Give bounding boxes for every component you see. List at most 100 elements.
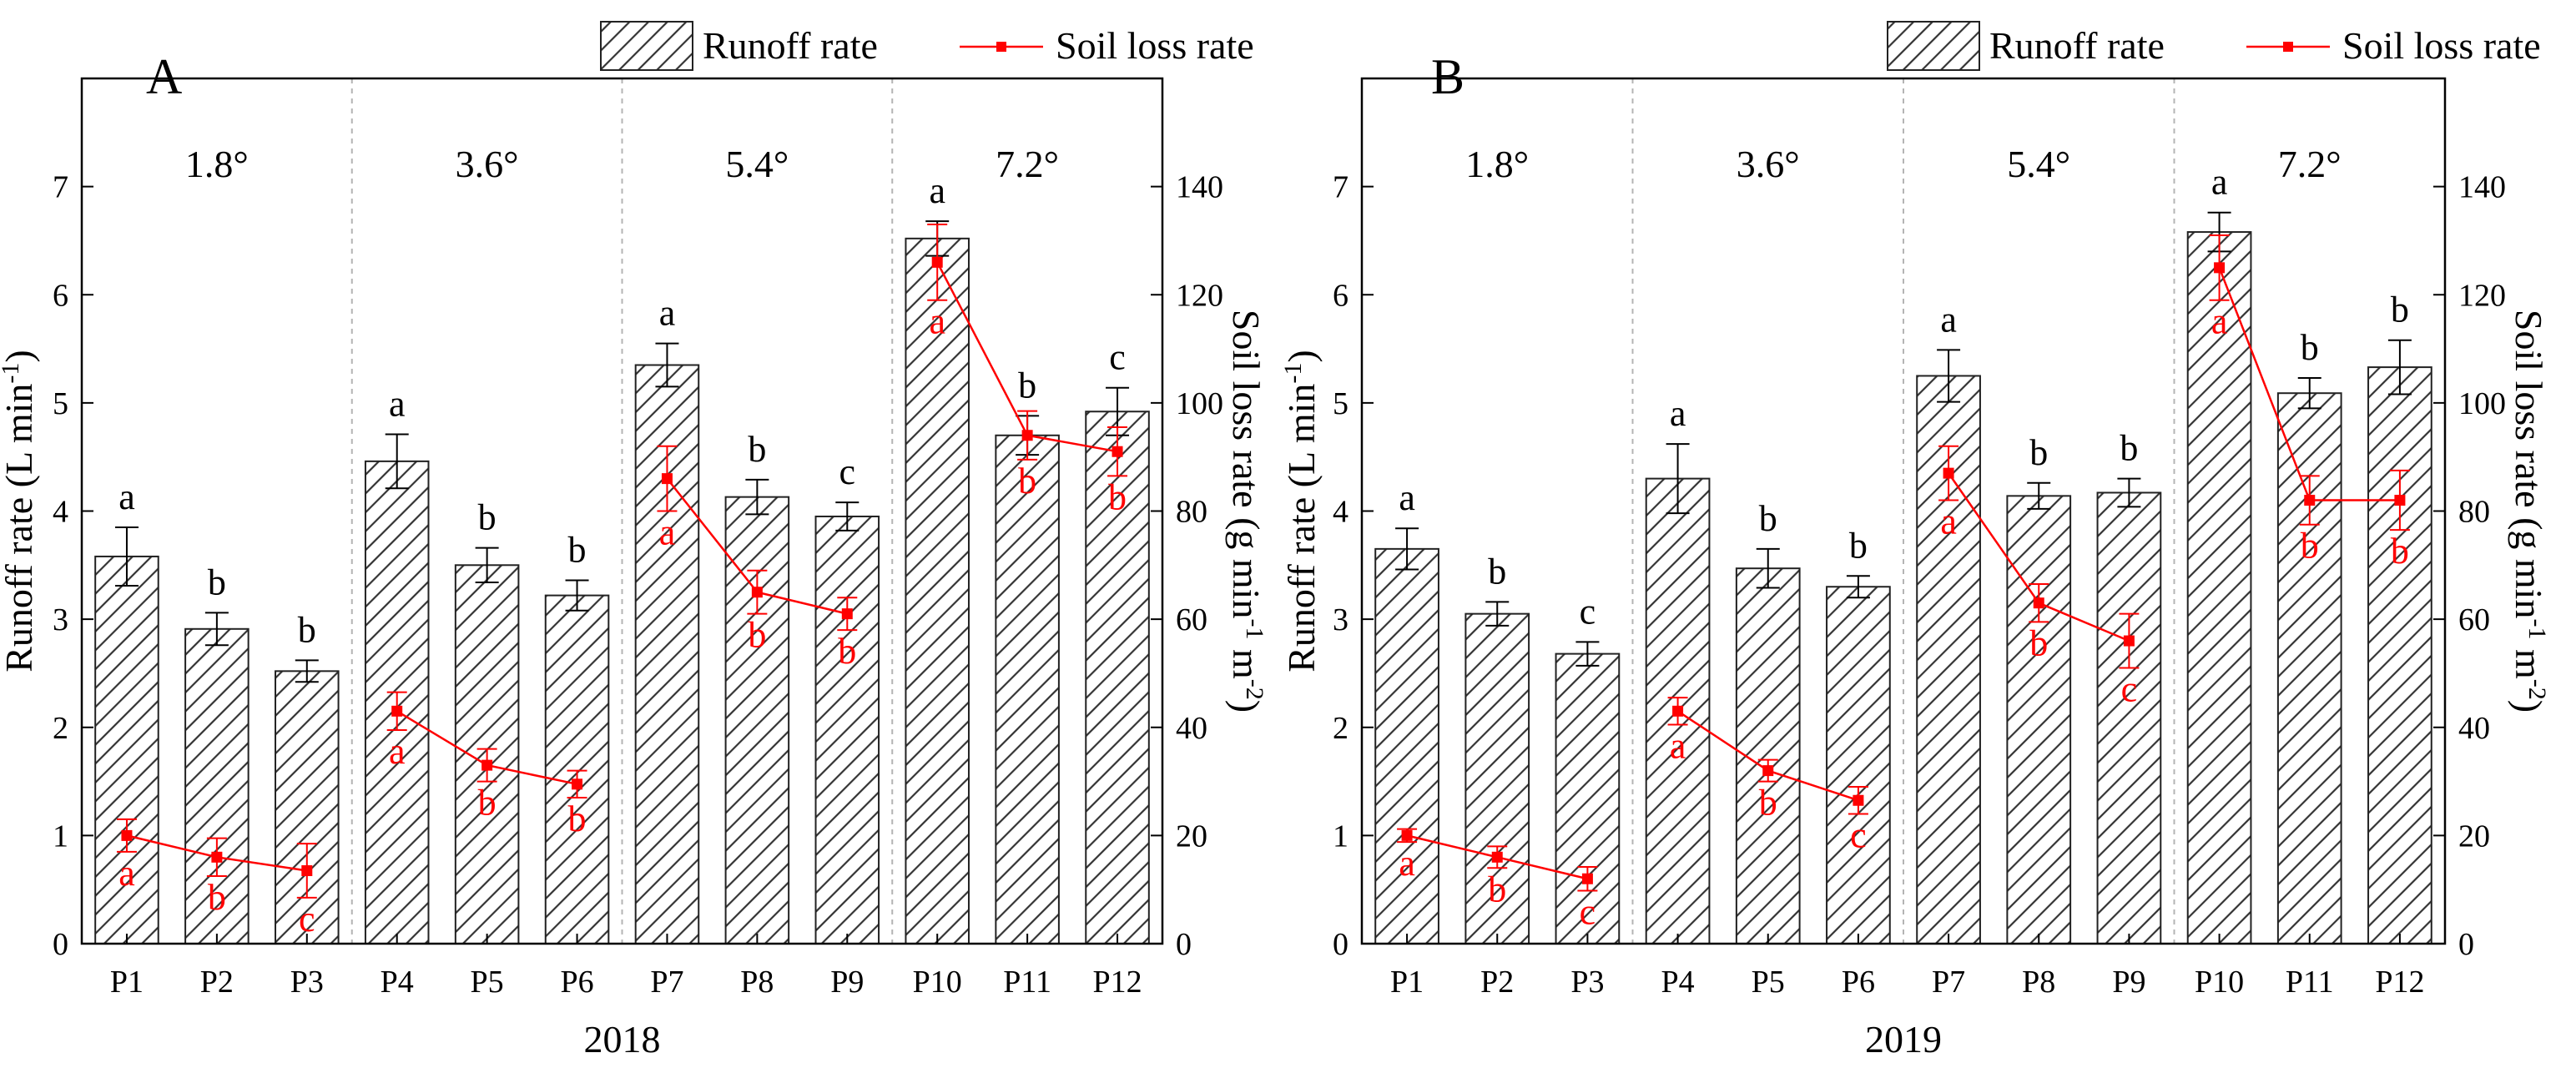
runoff-sig-letter: b bbox=[1488, 551, 1506, 592]
legend-soil-label: Soil loss rate bbox=[1056, 24, 1254, 67]
year-label: 2018 bbox=[584, 1018, 661, 1060]
soil-point bbox=[301, 865, 313, 877]
runoff-sig-letter: a bbox=[118, 476, 135, 517]
soil-point bbox=[1853, 794, 1864, 806]
x-tick-label: P4 bbox=[1661, 965, 1695, 1000]
soil-point bbox=[2033, 597, 2044, 609]
soil-sig-letter: c bbox=[299, 899, 315, 940]
soil-point bbox=[841, 608, 853, 620]
soil-point bbox=[1401, 829, 1413, 841]
panel-B: Runoff rate Soil loss rate B1.8° 3.6° 5.4° 7.… bbox=[1279, 21, 2552, 1060]
y-left-tick-label: 1 bbox=[53, 819, 68, 854]
x-tick-label: P2 bbox=[200, 965, 234, 1000]
y-left-tick-label: 7 bbox=[1333, 170, 1348, 205]
slope-label: 1.8° bbox=[1465, 143, 1529, 185]
x-tick-label: P10 bbox=[2195, 965, 2244, 1000]
runoff-bar bbox=[2006, 495, 2072, 945]
year-label: 2019 bbox=[1865, 1018, 1942, 1060]
soil-point bbox=[751, 587, 763, 598]
y-right-tick-label: 100 bbox=[1176, 386, 1223, 421]
soil-sig-letter: a bbox=[118, 853, 135, 894]
soil-sig-letter: a bbox=[929, 301, 945, 342]
slope-label: 1.8° bbox=[185, 143, 249, 185]
runoff-bar bbox=[905, 237, 970, 945]
runoff-sig-letter: c bbox=[1580, 591, 1596, 632]
runoff-bar bbox=[1464, 612, 1530, 945]
y-right-axis-title: Soil loss rate (g min-1 m-2) bbox=[2508, 310, 2552, 713]
y-right-tick-label: 140 bbox=[1176, 170, 1223, 205]
soil-sig-letter: b bbox=[1759, 783, 1777, 824]
panel-A: Runoff rate Soil loss rate A1.8° 3.6° 5.4° 7.… bbox=[0, 21, 1269, 1060]
runoff-sig-letter: b bbox=[1849, 525, 1868, 566]
soil-point bbox=[661, 473, 673, 485]
soil-sig-letter: b bbox=[1108, 476, 1127, 517]
panel-letter: B bbox=[1431, 49, 1464, 104]
y-right-tick-label: 40 bbox=[2458, 711, 2490, 746]
soil-sig-letter: b bbox=[2301, 526, 2319, 567]
soil-sig-letter: b bbox=[568, 798, 587, 839]
runoff-sig-letter: b bbox=[568, 529, 587, 570]
soil-sig-letter: a bbox=[1670, 726, 1686, 767]
runoff-sig-letter: b bbox=[2301, 327, 2319, 368]
y-right-axis-title: Soil loss rate (g min-1 m-2) bbox=[1225, 310, 1269, 713]
legend: Runoff rate Soil loss rate bbox=[1887, 21, 2541, 71]
x-tick-label: P10 bbox=[913, 965, 962, 1000]
runoff-sig-letter: c bbox=[839, 451, 856, 492]
legend-runoff-label: Runoff rate bbox=[703, 24, 878, 67]
x-tick-label: P7 bbox=[1932, 965, 1965, 1000]
runoff-bar bbox=[1374, 547, 1439, 945]
y-left-tick-label: 2 bbox=[53, 711, 68, 746]
soil-sig-letter: b bbox=[748, 615, 766, 656]
runoff-bar bbox=[184, 627, 250, 945]
x-tick-label: P2 bbox=[1480, 965, 1514, 1000]
slope-label: 5.4° bbox=[725, 143, 789, 185]
soil-point bbox=[481, 759, 493, 771]
runoff-sig-letter: a bbox=[1399, 477, 1415, 518]
y-left-tick-label: 5 bbox=[1333, 386, 1348, 421]
y-right-tick-label: 20 bbox=[2458, 819, 2490, 854]
x-tick-label: P11 bbox=[2286, 965, 2334, 1000]
x-tick-label: P5 bbox=[471, 965, 504, 1000]
runoff-sig-letter: a bbox=[2211, 162, 2228, 203]
y-left-tick-label: 6 bbox=[53, 278, 68, 313]
runoff-sig-letter: b bbox=[1018, 365, 1036, 406]
x-tick-label: P3 bbox=[290, 965, 324, 1000]
legend: Runoff rate Soil loss rate bbox=[600, 21, 1254, 71]
soil-point bbox=[1112, 446, 1123, 457]
x-tick-label: P1 bbox=[110, 965, 144, 1000]
x-tick-label: P1 bbox=[1390, 965, 1424, 1000]
runoff-sig-letter: b bbox=[298, 609, 316, 650]
runoff-bar bbox=[1826, 586, 1891, 945]
x-tick-label: P12 bbox=[2375, 965, 2424, 1000]
y-right-tick-label: 120 bbox=[2458, 278, 2506, 313]
legend-soil-label: Soil loss rate bbox=[2342, 24, 2541, 67]
runoff-sig-letter: a bbox=[659, 293, 676, 334]
soil-point bbox=[1491, 851, 1503, 863]
x-tick-label: P8 bbox=[740, 965, 774, 1000]
y-left-axis-title: Runoff rate (L min-1) bbox=[0, 350, 40, 673]
y-right-tick-label: 40 bbox=[1176, 711, 1207, 746]
y-left-tick-label: 0 bbox=[1333, 927, 1348, 962]
soil-point bbox=[1581, 873, 1593, 884]
runoff-sig-letter: a bbox=[389, 383, 406, 424]
y-right-tick-label: 100 bbox=[2458, 386, 2506, 421]
soil-point bbox=[1762, 765, 1774, 777]
x-tick-label: P6 bbox=[560, 965, 593, 1000]
x-tick-label: P9 bbox=[2112, 965, 2145, 1000]
soil-sig-letter: a bbox=[659, 512, 676, 553]
runoff-sig-letter: b bbox=[2120, 428, 2138, 469]
runoff-bar bbox=[995, 434, 1060, 945]
runoff-sig-letter: a bbox=[1670, 393, 1686, 434]
y-left-axis-title: Runoff rate (L min-1) bbox=[1279, 350, 1323, 673]
legend-soil-marker bbox=[2283, 42, 2293, 52]
slope-label: 7.2° bbox=[2278, 143, 2342, 185]
soil-point bbox=[2304, 495, 2316, 506]
y-left-tick-label: 1 bbox=[1333, 819, 1348, 854]
slope-label: 3.6° bbox=[1737, 143, 1800, 185]
runoff-bar bbox=[544, 594, 610, 945]
x-tick-label: P7 bbox=[650, 965, 683, 1000]
runoff-sig-letter: b bbox=[2029, 432, 2048, 473]
y-right-tick-label: 80 bbox=[1176, 495, 1207, 530]
soil-sig-letter: c bbox=[1850, 814, 1867, 855]
y-left-tick-label: 3 bbox=[1333, 602, 1348, 637]
